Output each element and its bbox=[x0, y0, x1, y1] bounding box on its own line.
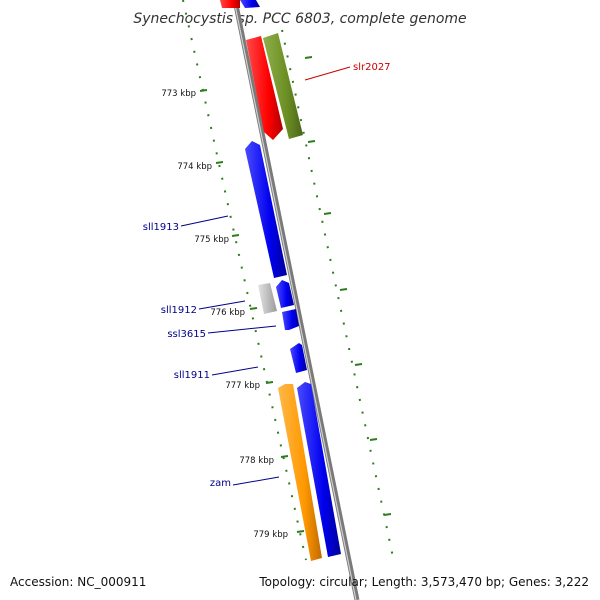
gene-label-group-sll1912: sll1912 bbox=[161, 300, 246, 316]
gene-blue-long[interactable] bbox=[297, 382, 341, 557]
gene-blue-top[interactable] bbox=[240, 0, 260, 8]
position-label: 779 kbp bbox=[253, 530, 288, 540]
gene-blue-mid[interactable] bbox=[282, 309, 299, 330]
genome-summary: Topology: circular; Length: 3,573,470 bp… bbox=[258, 575, 589, 589]
gene-label-slr2027[interactable]: slr2027 bbox=[353, 62, 391, 73]
gene-sll1911[interactable] bbox=[290, 343, 307, 373]
position-labels: 773 kbp 774 kbp 775 kbp 776 kbp 777 kbp … bbox=[161, 89, 288, 540]
gene-ssl3615[interactable] bbox=[276, 280, 294, 308]
gene-red-1[interactable] bbox=[220, 0, 283, 140]
gene-sll1913[interactable] bbox=[245, 141, 287, 278]
gene-label-sll1913[interactable]: sll1913 bbox=[143, 222, 179, 233]
gene-label-group-slr2027: slr2027 bbox=[304, 62, 391, 81]
position-label: 777 kbp bbox=[225, 381, 260, 391]
position-label: 778 kbp bbox=[239, 456, 274, 466]
gene-label-sll1912[interactable]: sll1912 bbox=[161, 305, 197, 316]
gene-sll1912[interactable] bbox=[258, 283, 277, 314]
position-label: 773 kbp bbox=[161, 89, 196, 99]
position-label: 774 kbp bbox=[177, 162, 212, 172]
genome-title: Synechocystis sp. PCC 6803, complete gen… bbox=[133, 11, 466, 27]
gene-label-group-sll1913: sll1913 bbox=[143, 215, 229, 233]
gene-label-sll1911[interactable]: sll1911 bbox=[174, 370, 210, 381]
gene-zam[interactable] bbox=[278, 384, 322, 561]
gene-label-group-ssl3615: ssl3615 bbox=[167, 325, 277, 340]
gene-label-ssl3615[interactable]: ssl3615 bbox=[167, 329, 206, 340]
gene-label-group-sll1911: sll1911 bbox=[174, 366, 259, 381]
genome-backbone bbox=[232, 0, 360, 600]
position-label: 776 kbp bbox=[210, 308, 245, 318]
gene-label-zam[interactable]: zam bbox=[210, 478, 231, 489]
gene-label-group-zam: zam bbox=[210, 476, 280, 489]
position-label: 775 kbp bbox=[194, 235, 229, 245]
inner-tick-ring bbox=[182, 0, 307, 561]
accession-label: Accession: NC_000911 bbox=[10, 575, 146, 589]
gene-slr2027[interactable] bbox=[263, 33, 303, 139]
major-ticks bbox=[199, 56, 392, 533]
